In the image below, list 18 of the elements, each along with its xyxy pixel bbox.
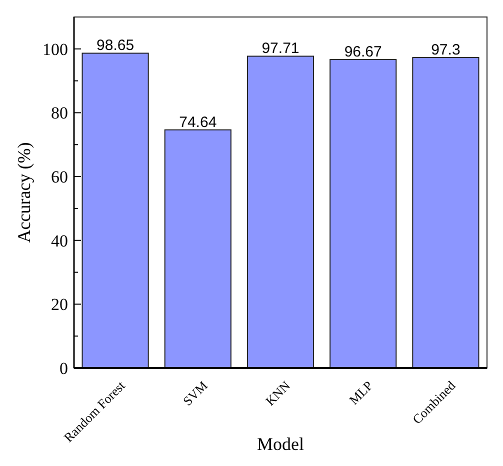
- data-label: 96.67: [344, 44, 382, 61]
- bar: [330, 59, 397, 368]
- bar: [246, 56, 314, 368]
- bar: [412, 57, 480, 368]
- y-tick-label: 20: [51, 295, 68, 314]
- bar: [82, 52, 149, 368]
- x-axis-title: Model: [257, 434, 304, 454]
- bar: [164, 129, 232, 368]
- y-tick-label: 60: [51, 167, 68, 186]
- y-tick-label: 100: [42, 40, 68, 59]
- data-label: 97.71: [262, 40, 300, 58]
- data-label: 74.64: [179, 114, 217, 131]
- data-label: 98.65: [96, 37, 134, 54]
- y-tick-label: 0: [60, 358, 68, 378]
- y-tick-label: 80: [51, 104, 68, 123]
- data-label: 97.3: [431, 42, 460, 59]
- y-axis-title: Accuracy (%): [14, 142, 34, 243]
- y-tick-label: 40: [51, 231, 68, 250]
